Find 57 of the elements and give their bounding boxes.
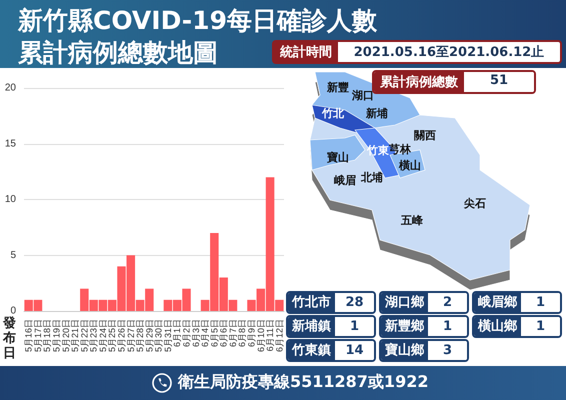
text: 橫山鄉 bbox=[474, 317, 521, 336]
text: 竹北市 bbox=[288, 293, 335, 312]
x-tick-label: 5月25日 bbox=[107, 319, 118, 352]
x-tick-label: 5月24日 bbox=[98, 319, 108, 352]
x-tick-label: 6月3日 bbox=[190, 319, 201, 348]
x-tick-label: 6月9日 bbox=[246, 319, 256, 348]
y-tick-label: 0 bbox=[10, 306, 16, 316]
chart-title: 新竹縣COVID-19每日確診人數 bbox=[18, 5, 377, 37]
text: 湖口鄉 bbox=[381, 293, 428, 312]
text: 3 bbox=[428, 341, 467, 360]
x-tick-label: 5月27日 bbox=[126, 319, 136, 352]
text: 1 bbox=[521, 317, 560, 336]
text: 28 bbox=[335, 293, 374, 312]
x-tick-label: 5月29日 bbox=[144, 319, 154, 352]
x-tick-label: 5月19日 bbox=[52, 319, 62, 352]
text: 新埔鎮 bbox=[288, 317, 335, 336]
x-tick-label: 6月8日 bbox=[237, 319, 248, 348]
text: 衛生局防疫專線5511287或1922 bbox=[178, 372, 428, 393]
x-tick-label: 6月6日 bbox=[218, 319, 229, 348]
x-axis-title: 發布日 bbox=[3, 316, 17, 361]
chart-subtitle: 累計病例總數地圖 bbox=[18, 37, 218, 69]
text: 51 bbox=[464, 72, 534, 92]
y-tick-label: 10 bbox=[4, 194, 16, 205]
x-tick-label: 6月11日 bbox=[265, 319, 276, 352]
text: 14 bbox=[335, 341, 374, 360]
text: 峨眉鄉 bbox=[474, 293, 521, 312]
x-tick-label: 5月31日 bbox=[162, 319, 173, 352]
text: 1 bbox=[521, 293, 560, 312]
x-tick-label: 5月16日 bbox=[24, 319, 34, 352]
text: 1 bbox=[335, 317, 374, 336]
x-tick-label: 6月4日 bbox=[200, 319, 210, 348]
text: 新豐鄉 bbox=[381, 317, 428, 336]
x-tick-label: 6月1日 bbox=[172, 319, 182, 348]
text: 2021.05.16至2021.06.12止 bbox=[338, 42, 560, 62]
x-tick-label: 5月20日 bbox=[60, 319, 71, 352]
x-tick-label: 5月22日 bbox=[79, 319, 90, 352]
x-tick-label: 5月26日 bbox=[116, 319, 126, 352]
x-tick-label: 5月28日 bbox=[135, 319, 146, 352]
x-tick-label: 5月18日 bbox=[42, 319, 52, 352]
text: 寶山鄉 bbox=[381, 341, 428, 360]
x-tick-label: 6月10日 bbox=[256, 319, 266, 352]
y-tick-label: 5 bbox=[10, 250, 16, 261]
x-tick-label: 6月7日 bbox=[228, 319, 238, 348]
y-tick-label: 20 bbox=[4, 82, 16, 94]
x-tick-label: 5月30日 bbox=[154, 319, 164, 352]
text: 累計病例總數 bbox=[374, 72, 464, 92]
x-tick-label: 5月17日 bbox=[32, 319, 43, 352]
x-tick-label: 6月5日 bbox=[209, 319, 220, 348]
x-tick-label: 5月23日 bbox=[88, 319, 99, 352]
x-tick-label: 6月2日 bbox=[182, 319, 192, 348]
x-tick-label: 5月21日 bbox=[70, 319, 80, 352]
y-tick-label: 15 bbox=[4, 138, 16, 150]
x-tick-label: 6月12日 bbox=[274, 319, 284, 352]
text: 統計時間 bbox=[274, 42, 338, 62]
text: 2 bbox=[428, 293, 467, 312]
text: 1 bbox=[428, 317, 467, 336]
text: 竹東鎮 bbox=[288, 341, 335, 360]
